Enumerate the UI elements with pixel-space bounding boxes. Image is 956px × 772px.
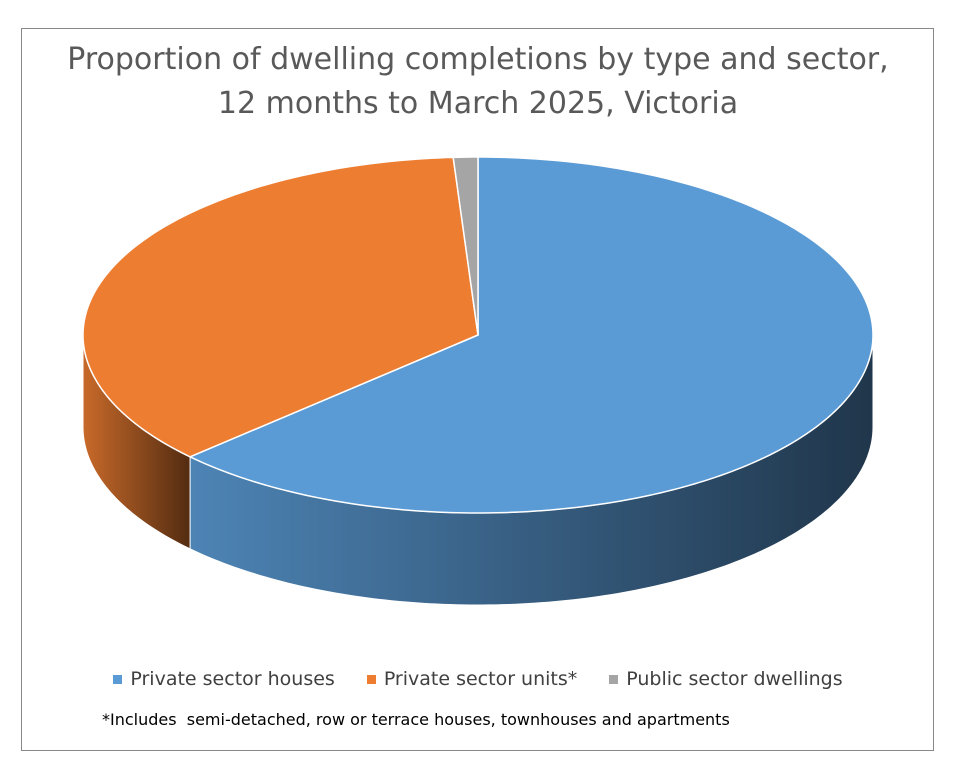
legend-swatch bbox=[366, 674, 376, 684]
legend: Private sector houses Private sector unit… bbox=[0, 668, 956, 690]
legend-swatch bbox=[113, 674, 123, 684]
legend-label: Private sector houses bbox=[130, 668, 335, 690]
legend-item: Private sector units* bbox=[366, 668, 578, 690]
footnote: *Includes semi-detached, row or terrace … bbox=[102, 710, 730, 729]
slice bbox=[188, 156, 874, 514]
chart-frame bbox=[21, 28, 934, 751]
legend-swatch bbox=[609, 674, 619, 684]
legend-label: Public sector dwellings bbox=[626, 668, 843, 690]
slice bbox=[82, 156, 479, 458]
legend-item: Private sector houses bbox=[113, 668, 335, 690]
chart-title: Proportion of dwelling completions by ty… bbox=[67, 42, 889, 121]
slice bbox=[452, 156, 479, 336]
legend-label: Private sector units* bbox=[383, 668, 578, 690]
legend-item: Public sector dwellings bbox=[609, 668, 843, 690]
